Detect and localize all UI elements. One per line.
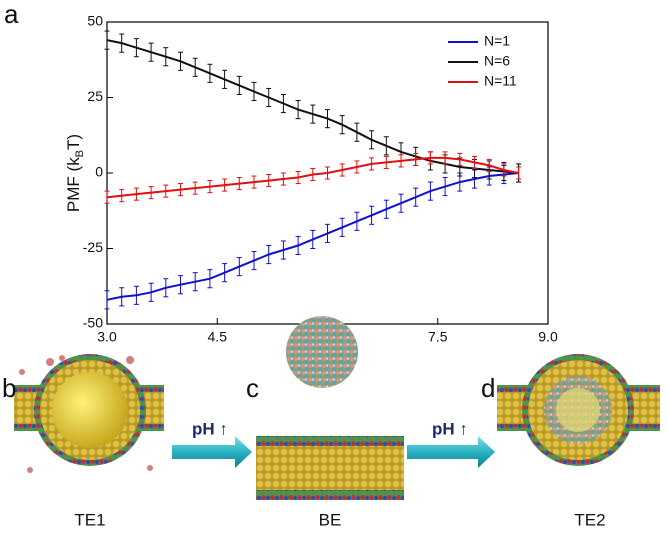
y-tick-label: 0 [95, 164, 103, 180]
y-axis-label-part: PMF (k [64, 157, 83, 212]
caption: BE [319, 510, 342, 529]
panel-label: a [4, 0, 19, 29]
x-tick-label: 7.5 [428, 329, 448, 345]
arrow-label: pH ↑ [192, 419, 228, 438]
panel-c-image [256, 316, 404, 500]
caption: TE2 [574, 510, 605, 529]
arrow [172, 436, 495, 468]
y-axis-label: PMF (kBT) [64, 134, 85, 212]
arrow-label: pH ↑ [432, 419, 468, 438]
panel-label: c [246, 373, 259, 403]
y-tick-label: 25 [87, 88, 103, 104]
panel-label: d [481, 373, 495, 403]
legend-label: N=6 [484, 53, 510, 69]
y-axis-label-part: B [74, 150, 86, 157]
series-line [106, 39, 519, 174]
x-tick-label: 4.5 [208, 329, 228, 345]
legend-label: N=1 [484, 33, 510, 49]
legend-label: N=11 [484, 73, 517, 89]
x-tick-label: 9.0 [538, 329, 558, 345]
series-line [106, 172, 519, 301]
y-tick-label: 50 [87, 13, 103, 29]
series-line [106, 156, 519, 199]
y-tick-label: -50 [83, 315, 103, 331]
y-axis-label-part: T) [64, 134, 83, 150]
panel-d-image [497, 354, 660, 466]
x-tick-label: 3.0 [97, 329, 117, 345]
panel-label: b [2, 373, 16, 403]
caption: TE1 [74, 510, 105, 529]
panel-b-image [14, 354, 164, 473]
y-tick-label: -25 [83, 239, 103, 255]
